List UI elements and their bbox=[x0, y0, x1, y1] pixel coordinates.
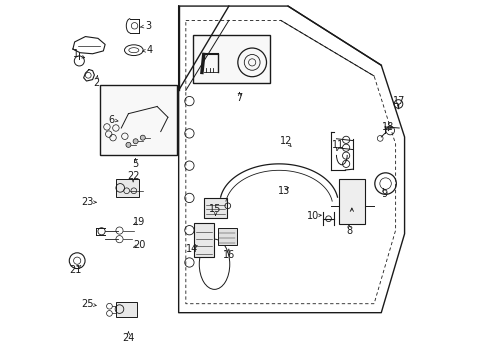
Text: 7: 7 bbox=[237, 93, 243, 103]
Text: 12: 12 bbox=[280, 136, 293, 146]
Text: 16: 16 bbox=[223, 249, 235, 260]
Bar bbox=[116, 179, 139, 197]
Text: 22: 22 bbox=[127, 171, 139, 181]
Text: 17: 17 bbox=[393, 96, 405, 106]
Text: 1: 1 bbox=[74, 49, 79, 59]
Circle shape bbox=[126, 142, 131, 147]
Text: 14: 14 bbox=[186, 244, 198, 254]
Text: 15: 15 bbox=[209, 204, 222, 215]
Bar bbox=[204, 198, 227, 218]
Bar bbox=[194, 223, 214, 257]
Text: 4: 4 bbox=[147, 45, 153, 55]
Circle shape bbox=[133, 139, 138, 144]
Text: 6: 6 bbox=[108, 115, 114, 125]
Text: 5: 5 bbox=[132, 159, 139, 169]
Text: 21: 21 bbox=[70, 265, 82, 275]
Bar bbox=[193, 35, 270, 83]
Bar bbox=[116, 302, 137, 317]
Bar bbox=[218, 228, 237, 245]
Text: 9: 9 bbox=[382, 189, 388, 199]
Bar bbox=[339, 179, 365, 224]
Bar bbox=[100, 85, 177, 155]
Text: 3: 3 bbox=[145, 21, 151, 31]
Text: 23: 23 bbox=[81, 197, 94, 207]
Text: 10: 10 bbox=[307, 211, 319, 221]
Text: 19: 19 bbox=[133, 217, 146, 227]
Circle shape bbox=[140, 135, 146, 140]
Text: 25: 25 bbox=[81, 299, 94, 309]
Text: 8: 8 bbox=[346, 226, 352, 236]
Text: 11: 11 bbox=[332, 140, 344, 150]
Text: 20: 20 bbox=[133, 240, 146, 250]
Text: 13: 13 bbox=[278, 186, 290, 197]
Text: 2: 2 bbox=[93, 78, 99, 88]
Text: 18: 18 bbox=[382, 122, 394, 132]
Text: 24: 24 bbox=[122, 333, 135, 343]
